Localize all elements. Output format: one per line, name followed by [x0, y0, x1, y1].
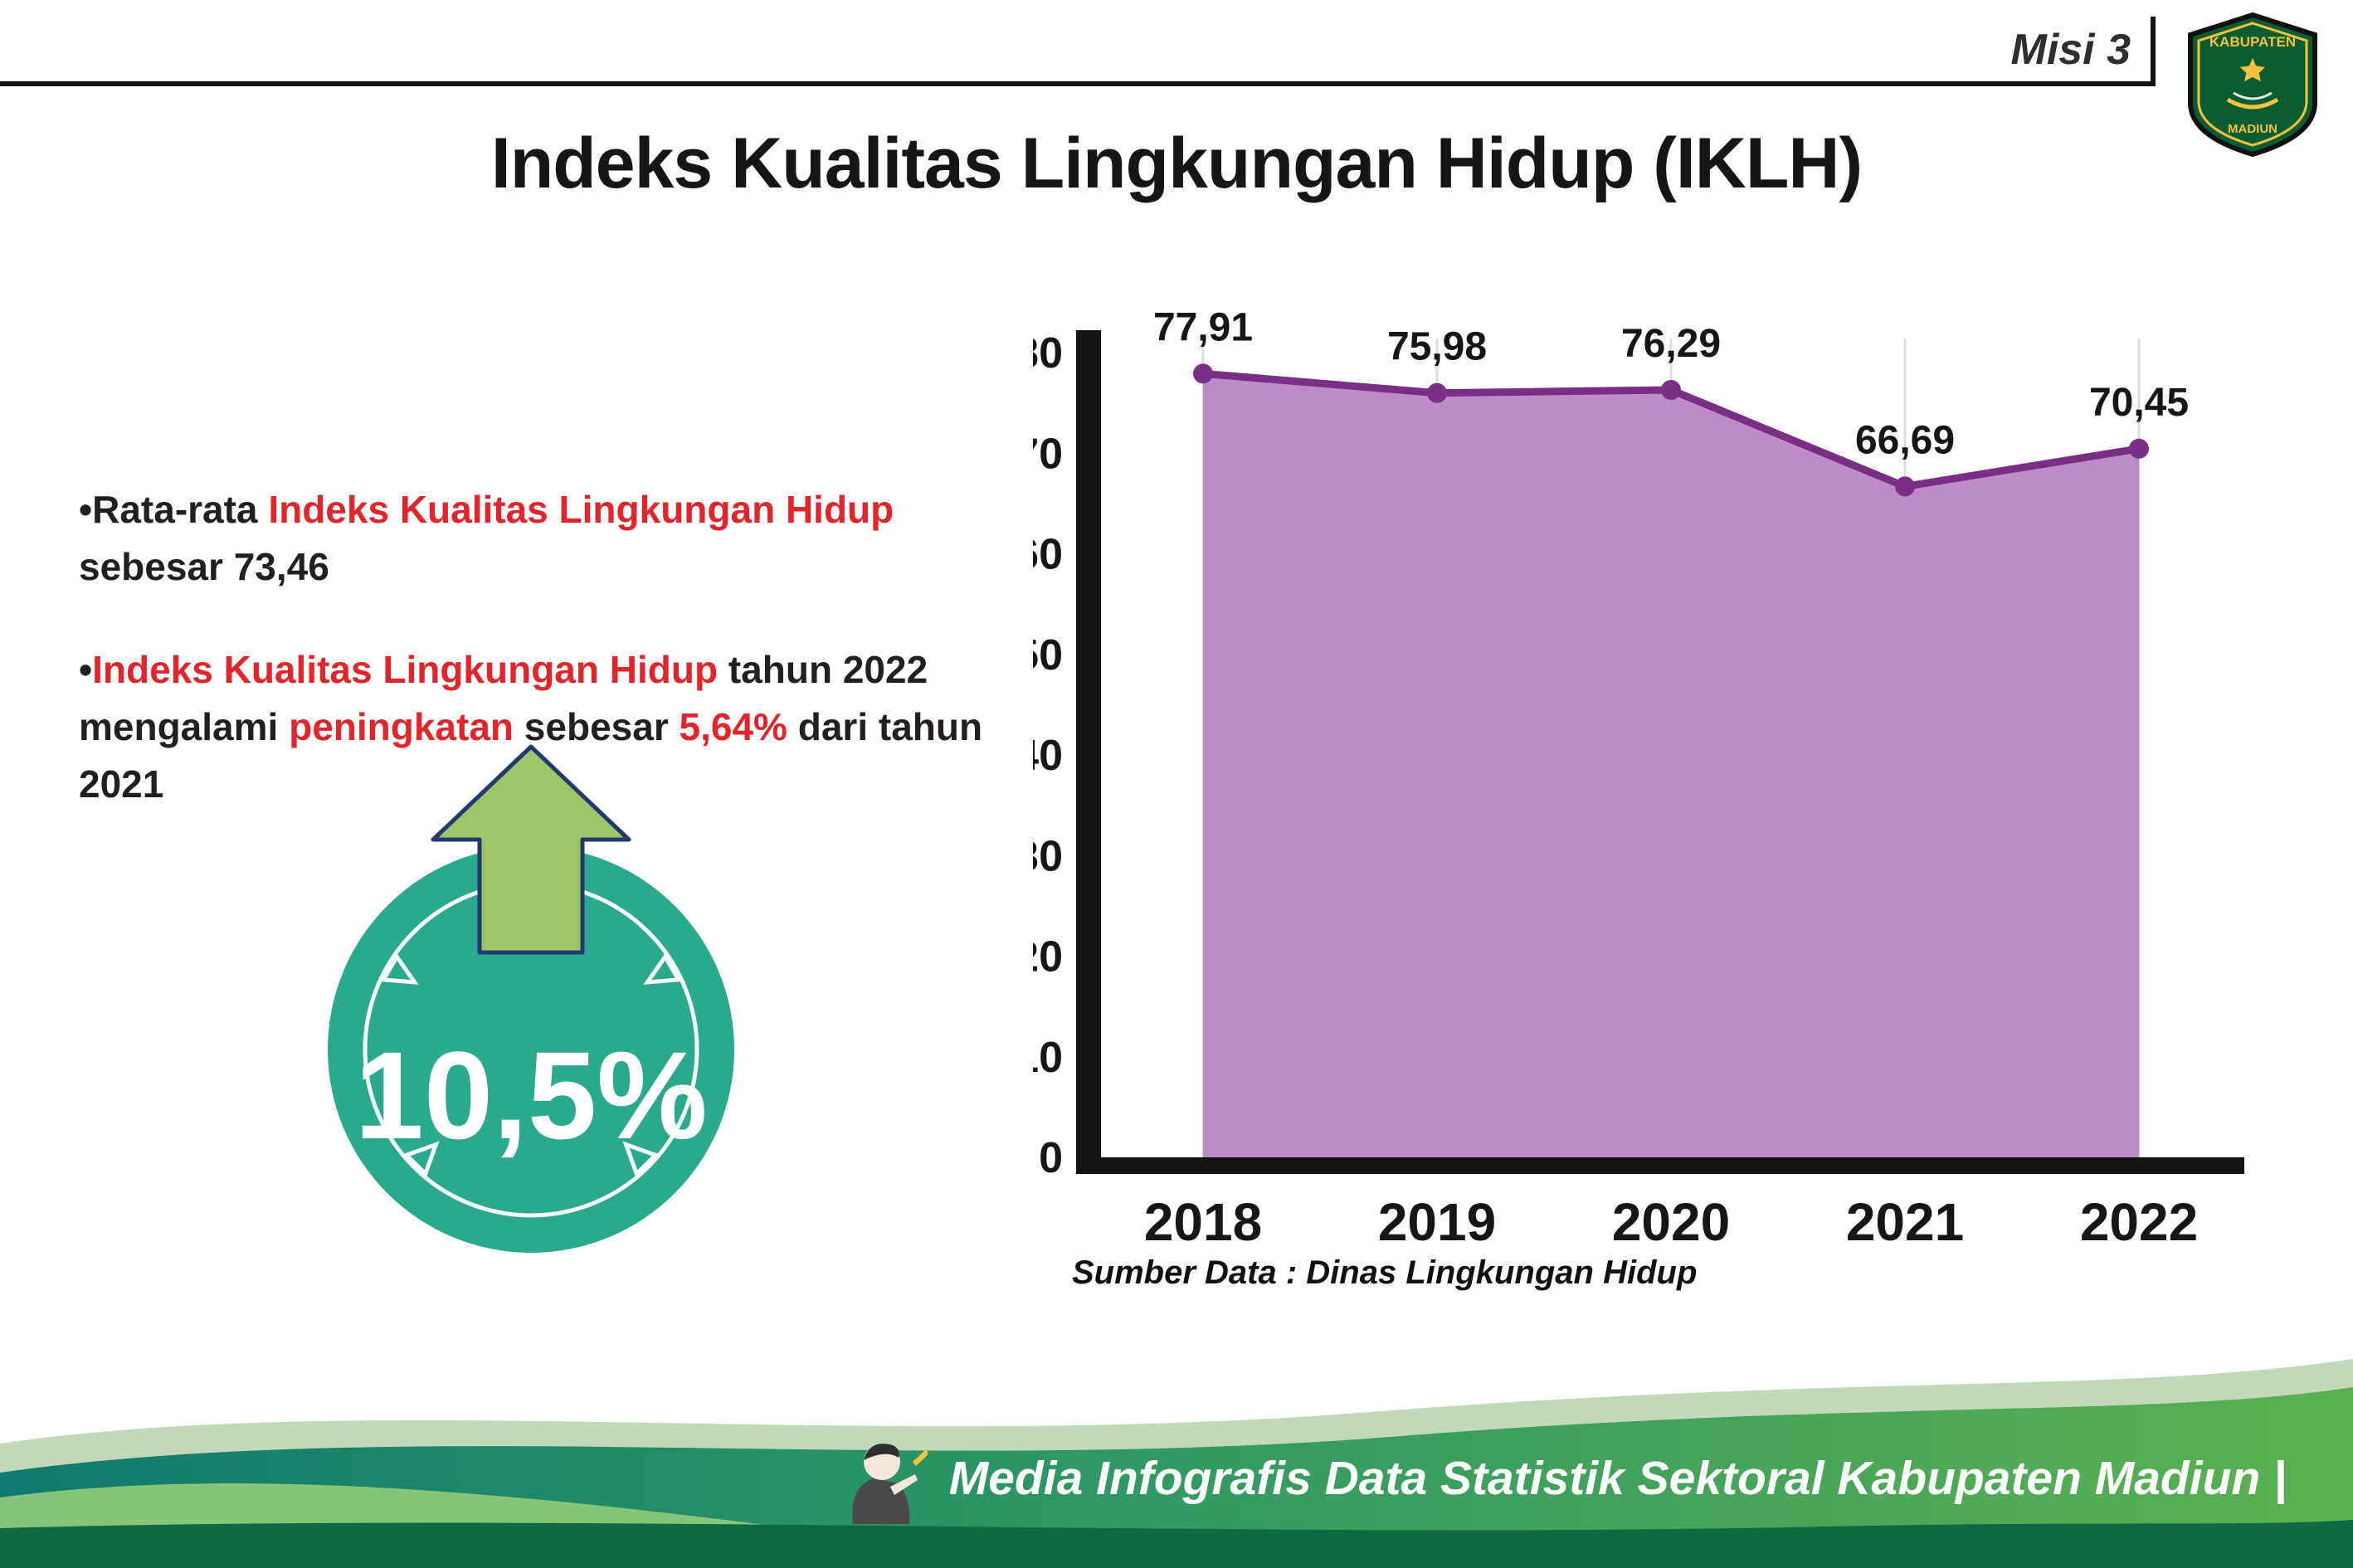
logo-top-label: KABUPATEN [2209, 34, 2296, 50]
mascot-writer-icon [852, 1444, 928, 1524]
svg-text:0: 0 [1039, 1134, 1063, 1182]
iklh-area-chart: 0 10 20 30 40 50 60 70 80 2018 2019 2020 2021 2022 77,… [1033, 305, 2244, 1252]
svg-text:20: 20 [1033, 933, 1063, 981]
bullet1-tail: sebesar 73,46 [79, 545, 329, 588]
badge-percentage: 10,5% [354, 1025, 707, 1165]
page-title: Indeks Kualitas Lingkungan Hidup (IKLH) [490, 124, 1863, 203]
svg-text:77,91: 77,91 [1153, 305, 1253, 349]
svg-text:80: 80 [1033, 329, 1063, 377]
footer-credit-row: Media Infografis Data Statistik Sektoral… [836, 1429, 2287, 1528]
bullet2-text2: sebesar [514, 705, 680, 748]
bullet-marker: • [79, 488, 93, 531]
arrow-up-icon [431, 744, 631, 955]
svg-text:70: 70 [1033, 430, 1063, 478]
top-divider-line [0, 81, 2154, 86]
bullet2-tail: dari tahun 2021 [79, 705, 983, 806]
svg-text:70,45: 70,45 [2089, 381, 2189, 425]
bullet2-highlight2: peningkatan [289, 705, 514, 748]
top-divider-corner [2151, 17, 2156, 86]
svg-text:2018: 2018 [1144, 1192, 1262, 1252]
bullet2-highlight3: 5,64% [679, 705, 787, 748]
badge-circle [328, 846, 734, 1253]
shield-logo-icon: KABUPATEN MADIUN [2188, 12, 2317, 158]
svg-text:30: 30 [1033, 832, 1063, 880]
chart-source-caption: Sumber Data : Dinas Lingkungan Hidup [1072, 1254, 1698, 1291]
bullet1-text: Rata-rata [92, 488, 269, 531]
bullet-increase-2022: •Indeks Kualitas Lingkungan Hidup tahun … [79, 641, 1016, 813]
ring-tick-triangles [380, 952, 682, 1178]
footer-wave-decoration [0, 1359, 2353, 1568]
star-icon [2239, 58, 2266, 82]
key-points: •Rata-rata Indeks Kualitas Lingkungan Hi… [79, 481, 1016, 859]
increase-badge: 10,5% [328, 744, 734, 1253]
svg-text:2021: 2021 [1846, 1192, 1964, 1252]
svg-text:10: 10 [1033, 1034, 1063, 1082]
bullet2-text1: tahun 2022 mengalami [79, 648, 928, 748]
bullet1-highlight: Indeks Kualitas Lingkungan Hidup [268, 488, 894, 531]
svg-text:50: 50 [1033, 631, 1063, 679]
bullet-average-iklh: •Rata-rata Indeks Kualitas Lingkungan Hi… [79, 481, 1016, 596]
logo-bottom-label: MADIUN [2228, 122, 2277, 136]
bullet-marker: • [79, 648, 93, 691]
svg-text:2019: 2019 [1378, 1192, 1496, 1252]
misi-label: Misi 3 [2010, 26, 2131, 74]
bullet2-highlight1: Indeks Kualitas Lingkungan Hidup [92, 648, 719, 691]
kabupaten-madiun-logo: KABUPATEN MADIUN [2180, 10, 2326, 165]
svg-text:66,69: 66,69 [1855, 418, 1955, 462]
svg-text:2022: 2022 [2080, 1192, 2198, 1252]
svg-text:75,98: 75,98 [1387, 325, 1487, 369]
svg-text:76,29: 76,29 [1621, 322, 1721, 366]
svg-text:40: 40 [1033, 732, 1063, 780]
svg-text:2020: 2020 [1612, 1192, 1730, 1252]
footer-credit-text: Media Infografis Data Statistik Sektoral… [948, 1452, 2287, 1505]
svg-text:60: 60 [1033, 531, 1063, 579]
